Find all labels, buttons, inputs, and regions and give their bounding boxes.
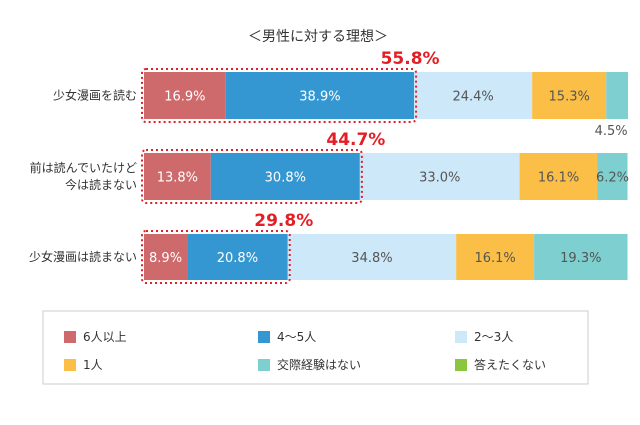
data-label: 6.2% <box>596 171 629 186</box>
bar-segment <box>225 72 415 119</box>
highlight-outline <box>141 149 363 204</box>
highlight-outline <box>141 68 418 123</box>
bar-segment <box>519 153 598 200</box>
bars: 16.9% 38.9% 24.4% 15.3% 4.5% 13.8% 30.8% 33.0% 1… <box>144 72 629 280</box>
legend-swatch <box>258 359 270 371</box>
category-label: 前は読んでいたけど <box>30 160 137 175</box>
highlight-outline <box>141 230 291 284</box>
bar-segment <box>144 153 211 200</box>
legend-box <box>42 310 589 385</box>
highlight-total-label: 44.7% <box>326 130 385 150</box>
data-label: 24.4% <box>452 90 493 105</box>
data-label: 33.0% <box>419 171 460 186</box>
data-label: 20.8% <box>217 251 258 266</box>
bar-segment <box>597 153 628 200</box>
legend-label: 2〜3人 <box>474 330 513 344</box>
bar-segment <box>534 234 628 280</box>
data-label: 8.9% <box>149 251 182 266</box>
data-label: 30.8% <box>265 171 306 186</box>
bar-segment <box>187 234 288 280</box>
bar-segment <box>532 72 607 119</box>
chart-title: ＜男性に対する理想＞ <box>248 29 388 45</box>
legend-label: 1人 <box>83 358 103 372</box>
data-label: 19.3% <box>560 251 601 266</box>
legend-label: 6人以上 <box>83 330 127 344</box>
data-label: 38.9% <box>299 90 340 105</box>
bar-segment <box>144 234 188 280</box>
bar-segment <box>287 234 457 280</box>
bar-segment <box>359 153 520 200</box>
legend-swatch <box>455 359 467 371</box>
highlight-total-label: 55.8% <box>381 49 440 69</box>
bar-segment <box>414 72 533 119</box>
legend-label: 答えたくない <box>474 357 546 372</box>
data-label: 16.1% <box>538 171 579 186</box>
data-label: 34.8% <box>351 251 392 266</box>
highlight-totals: 55.8% 44.7% 29.8% <box>141 49 440 284</box>
bar-segment <box>606 72 628 119</box>
data-label: 15.3% <box>549 90 590 105</box>
legend-swatch <box>64 331 76 343</box>
category-label: 少女漫画は読まない <box>29 249 137 264</box>
bar-segment <box>144 72 226 119</box>
bar-segment <box>210 153 360 200</box>
highlight-total-label: 29.8% <box>254 211 313 231</box>
legend-label: 交際経験はない <box>277 357 361 372</box>
legend-swatch <box>64 359 76 371</box>
legend: 6人以上 4〜5人 2〜3人 1人 交際経験はない 答えたくない <box>64 330 546 372</box>
bar-segment <box>456 234 535 280</box>
data-label: 4.5% <box>595 124 628 139</box>
legend-swatch <box>258 331 270 343</box>
category-label: 今は読まない <box>65 177 137 192</box>
legend-label: 4〜5人 <box>277 330 316 344</box>
data-label: 13.8% <box>157 171 198 186</box>
legend-swatch <box>455 331 467 343</box>
category-label: 少女漫画を読む <box>53 88 137 103</box>
data-label: 16.1% <box>474 251 515 266</box>
data-label: 16.9% <box>164 90 205 105</box>
